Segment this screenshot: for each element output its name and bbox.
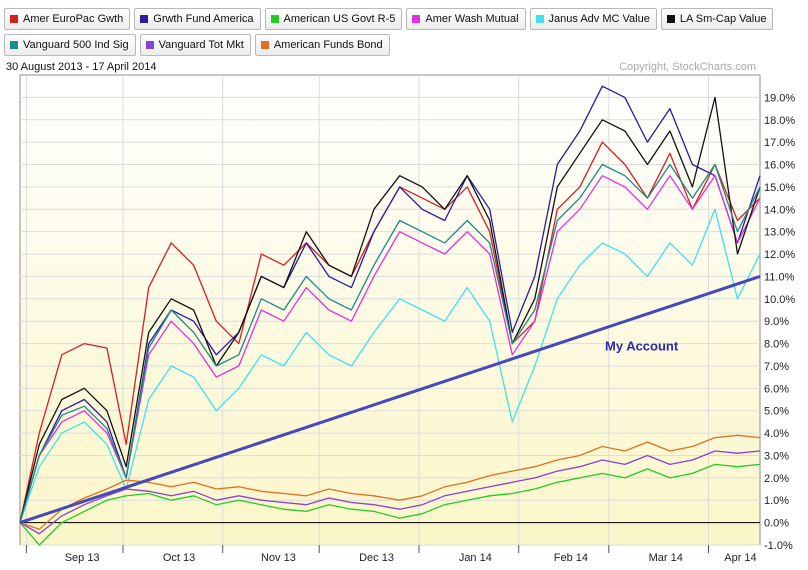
legend-label: LA Sm-Cap Value xyxy=(679,13,767,25)
legend-item[interactable]: Vanguard Tot Mkt xyxy=(139,34,251,56)
legend-swatch xyxy=(535,15,544,23)
my-account-line xyxy=(19,274,761,525)
y-tick-label: 2.0% xyxy=(764,473,789,485)
y-tick-label: 0.0% xyxy=(764,518,789,530)
series-line xyxy=(19,208,761,523)
legend-item[interactable]: Vanguard 500 Ind Sig xyxy=(4,34,136,56)
legend-item[interactable]: Amer Wash Mutual xyxy=(406,8,526,30)
y-tick-label: 19.0% xyxy=(764,92,795,104)
y-tick-label: 18.0% xyxy=(764,115,795,127)
y-tick-label: 7.0% xyxy=(764,361,789,373)
series-line xyxy=(19,434,761,530)
legend-label: Amer EuroPac Gwth xyxy=(23,13,124,25)
legend-label: American Funds Bond xyxy=(273,39,383,51)
y-tick-label: 8.0% xyxy=(764,339,789,351)
legend-swatch xyxy=(140,15,149,23)
y-tick-label: 15.0% xyxy=(764,182,795,194)
x-tick-label: Apr 14 xyxy=(724,552,756,564)
legend: Amer EuroPac Gwth Grwth Fund America Ameri… xyxy=(4,8,804,60)
copyright-label: Copyright, StockCharts.com xyxy=(619,61,756,73)
legend-swatch xyxy=(412,15,421,23)
y-tick-label: 16.0% xyxy=(764,160,795,172)
series-line xyxy=(19,463,761,546)
legend-swatch xyxy=(145,41,154,49)
y-tick-label: 13.0% xyxy=(764,227,795,239)
legend-item[interactable]: Amer EuroPac Gwth xyxy=(4,8,131,30)
legend-label: American US Govt R-5 xyxy=(283,13,396,25)
x-tick-label: Feb 14 xyxy=(554,552,588,564)
legend-item[interactable]: American US Govt R-5 xyxy=(264,8,403,30)
legend-label: Vanguard 500 Ind Sig xyxy=(23,39,129,51)
chart: -1.0% 0.0% 1.0% 2.0% 3.0% 4.0% 5.0% 6.0% 7.0% 8.0… xyxy=(6,61,795,564)
x-tick-label: Oct 13 xyxy=(163,552,195,564)
x-axis: Sep 13 Oct 13 Nov 13 Dec 13 Jan 14 Feb 14 Mar … xyxy=(25,545,757,564)
y-tick-label: 3.0% xyxy=(764,450,789,462)
x-tick-label: Dec 13 xyxy=(359,552,394,564)
y-tick-label: 12.0% xyxy=(764,249,795,261)
legend-row-2: Vanguard 500 Ind Sig Vanguard Tot Mkt Amer… xyxy=(4,34,804,56)
y-tick-label: -1.0% xyxy=(764,540,793,552)
legend-swatch xyxy=(10,15,18,23)
series-line xyxy=(19,450,761,535)
legend-item[interactable]: Janus Adv MC Value xyxy=(529,8,657,30)
plot-area xyxy=(19,74,761,546)
y-tick-label: 10.0% xyxy=(764,294,795,306)
legend-label: Janus Adv MC Value xyxy=(548,13,650,25)
y-tick-label: 5.0% xyxy=(764,406,789,418)
x-tick-label: Nov 13 xyxy=(261,552,296,564)
legend-swatch xyxy=(10,41,18,49)
y-tick-label: 4.0% xyxy=(764,428,789,440)
date-range-label: 30 August 2013 - 17 April 2014 xyxy=(6,61,156,73)
legend-label: Vanguard Tot Mkt xyxy=(158,39,244,51)
y-tick-label: 1.0% xyxy=(764,495,789,507)
y-tick-label: 17.0% xyxy=(764,137,795,149)
y-tick-label: 9.0% xyxy=(764,316,789,328)
x-tick-label: Sep 13 xyxy=(65,552,100,564)
x-tick-label: Jan 14 xyxy=(459,552,492,564)
legend-label: Grwth Fund America xyxy=(153,13,254,25)
series-line xyxy=(19,96,761,523)
y-tick-label: 6.0% xyxy=(764,383,789,395)
legend-swatch xyxy=(260,41,269,49)
series-line xyxy=(19,163,761,523)
legend-swatch xyxy=(270,15,279,23)
legend-item[interactable]: American Funds Bond xyxy=(254,34,390,56)
legend-swatch xyxy=(666,15,675,23)
legend-row-1: Amer EuroPac Gwth Grwth Fund America Ameri… xyxy=(4,8,804,30)
y-tick-label: 14.0% xyxy=(764,204,795,216)
y-tick-label: 11.0% xyxy=(764,271,795,283)
legend-item[interactable]: LA Sm-Cap Value xyxy=(660,8,774,30)
my-account-annotation: My Account xyxy=(605,338,679,353)
x-tick-label: Mar 14 xyxy=(649,552,683,564)
series-layer xyxy=(19,85,761,546)
y-axis: -1.0% 0.0% 1.0% 2.0% 3.0% 4.0% 5.0% 6.0% 7.0% 8.0… xyxy=(764,92,795,552)
legend-item[interactable]: Grwth Fund America xyxy=(134,8,261,30)
legend-label: Amer Wash Mutual xyxy=(425,13,519,25)
